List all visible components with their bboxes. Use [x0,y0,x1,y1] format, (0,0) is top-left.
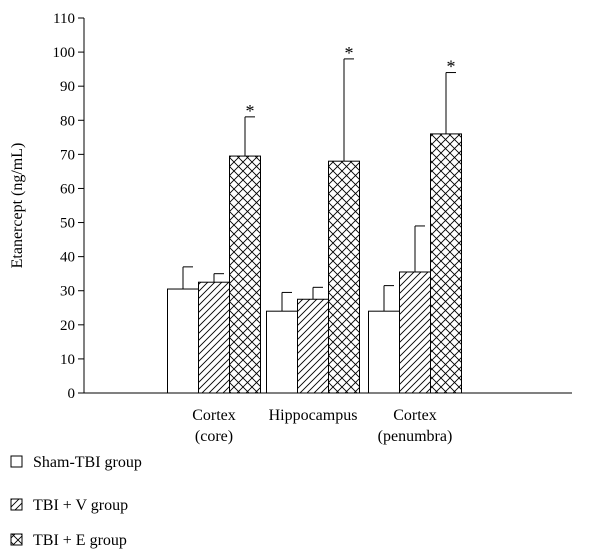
bar-3-1 [229,155,261,394]
bar-3-2 [328,160,360,394]
legend-label-2: TBI + V group [33,497,128,514]
category-label: Cortex [192,407,236,424]
y-axis: 0 10 20 30 40 50 60 70 80 90 100 110 [53,11,85,402]
legend: Sham-TBI group TBI + V group TBI + E group [10,454,142,549]
category-label: Cortex [393,407,437,424]
y-tick-label: 30 [60,284,75,300]
significance-marker: * [246,101,255,121]
bar-1-1 [167,288,199,394]
legend-label-1: Sham-TBI group [33,454,142,471]
bar-2-1 [198,281,230,394]
legend-swatch-2 [10,498,23,511]
y-tick-label: 20 [60,318,75,334]
y-tick-label: 40 [60,250,75,266]
y-tick-label: 70 [60,147,75,163]
bars-layer: * * * [167,43,462,394]
bar-3-3 [430,133,462,394]
bar-2-2 [297,298,329,394]
category-label: (core) [195,428,233,445]
y-axis-title: Etanercept (ng/mL) [9,143,26,269]
y-tick-label: 90 [60,79,75,95]
category-label: (penumbra) [378,428,453,445]
bar-2-3 [399,271,431,394]
category-labels: Cortex (core) Hippocampus Cortex (penumbra) [192,407,452,445]
bar-1-2 [266,310,298,394]
y-tick-label: 110 [53,11,75,27]
y-tick-label: 50 [60,216,75,232]
category-label: Hippocampus [269,407,358,424]
y-tick-label: 60 [60,181,75,197]
y-tick-label: 80 [60,113,75,129]
y-tick-label: 100 [53,45,76,61]
legend-label-3: TBI + E group [33,532,127,549]
legend-swatch-1 [10,455,23,468]
y-tick-label: 10 [60,352,75,368]
y-tick-label: 0 [68,386,76,402]
bar-1-3 [368,310,400,394]
significance-marker: * [447,57,456,77]
legend-swatch-3 [10,533,23,546]
significance-marker: * [345,43,354,63]
